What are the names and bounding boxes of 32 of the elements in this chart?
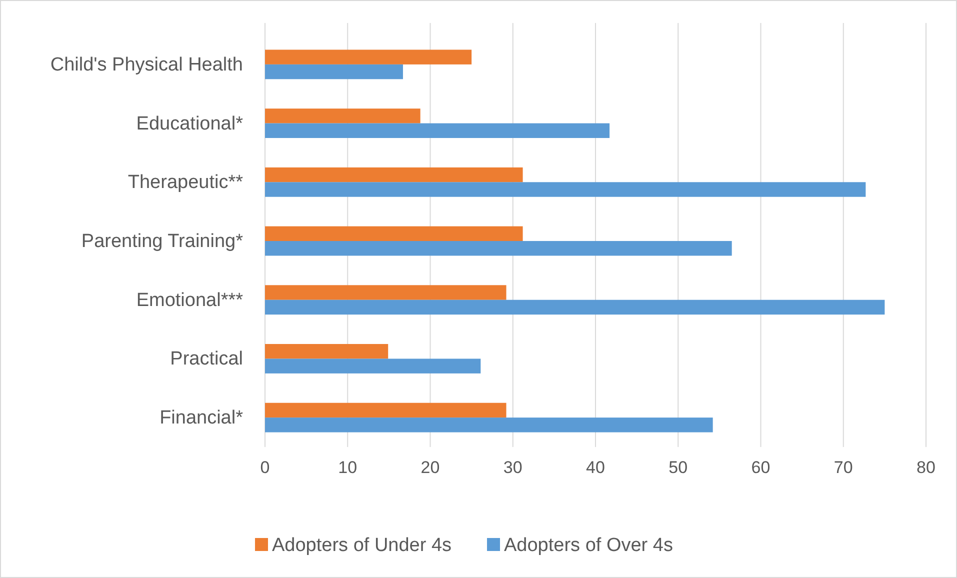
y-tick-label: Emotional*** xyxy=(136,290,244,311)
bar xyxy=(265,418,713,432)
x-tick-label: 80 xyxy=(916,458,936,477)
y-tick-label: Practical xyxy=(170,348,243,370)
x-tick-label: 40 xyxy=(586,458,605,477)
x-tick-label: 50 xyxy=(668,458,688,477)
x-tick-label: 10 xyxy=(338,458,358,477)
x-tick-label: 30 xyxy=(503,458,522,477)
bar xyxy=(265,182,866,197)
y-tick-label: Educational* xyxy=(136,113,244,134)
bar xyxy=(265,64,403,80)
legend-label: Adopters of Over 4s xyxy=(504,535,673,556)
bar xyxy=(265,167,523,182)
legend-label: Adopters of Under 4s xyxy=(272,535,452,556)
bar xyxy=(265,241,732,256)
bar xyxy=(265,50,472,64)
x-tick-label: 60 xyxy=(751,458,770,477)
bar xyxy=(265,300,885,315)
x-tick-label: 20 xyxy=(420,458,440,477)
y-tick-label: Child's Physical Health xyxy=(50,54,243,76)
bar xyxy=(265,108,420,124)
y-tick-label: Parenting Training* xyxy=(81,231,244,252)
bar xyxy=(265,226,523,241)
bar xyxy=(265,402,506,418)
y-tick-label: Financial* xyxy=(160,408,244,429)
bar xyxy=(265,344,388,359)
x-tick-label: 70 xyxy=(834,458,853,477)
x-tick-label: 0 xyxy=(260,458,270,477)
bar xyxy=(265,358,481,374)
bar xyxy=(265,123,610,138)
bar xyxy=(265,285,506,300)
y-tick-label: Therapeutic** xyxy=(128,172,244,194)
